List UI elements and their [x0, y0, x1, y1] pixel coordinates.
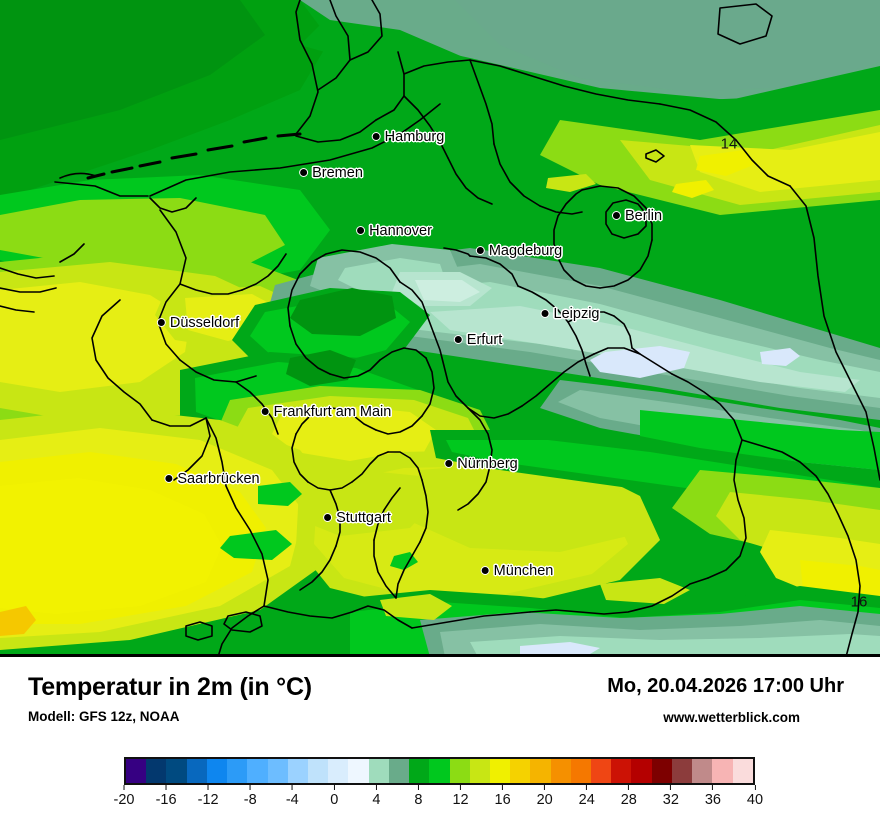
colorbar-tick: -4: [286, 785, 299, 808]
colorbar-swatch: [409, 759, 430, 783]
colorbar-swatch: [631, 759, 652, 783]
valid-datetime: Mo, 20.04.2026 17:00 Uhr: [607, 675, 844, 697]
colorbar-legend: -20 -16 -12 -8 -4 0 4 8 12 16 20 24 28 32 36 40: [0, 752, 880, 822]
tick-label: 8: [414, 792, 423, 808]
tick-label: -16: [155, 792, 177, 808]
tick-label: 28: [620, 792, 637, 808]
page-title: Temperatur in 2m (in °C): [28, 673, 312, 701]
tick-mark: [291, 785, 293, 790]
colorbar-swatch: [388, 759, 410, 783]
colorbar-swatch: [227, 759, 248, 783]
site-url: www.wetterblick.com: [663, 710, 800, 725]
colorbar-swatch: [449, 759, 470, 783]
colorbar-tick: -12: [198, 785, 219, 808]
colorbar-tick: 36: [705, 785, 721, 808]
colorbar-tick: 0: [330, 785, 338, 808]
colorbar-tick: 40: [747, 785, 763, 808]
colorbar-tick: -16: [156, 785, 177, 808]
caption-bar: Temperatur in 2m (in °C) Modell: GFS 12z…: [0, 657, 880, 747]
colorbar-swatch: [429, 759, 450, 783]
tick-mark: [417, 785, 419, 790]
colorbar-tick: 32: [663, 785, 679, 808]
tick-label: 16: [494, 792, 511, 808]
tick-mark: [754, 785, 756, 790]
model-info: Modell: GFS 12z, NOAA: [28, 709, 180, 724]
colorbar-ticks: -20 -16 -12 -8 -4 0 4 8 12 16 20 24 28 32 36 40: [114, 785, 763, 815]
tick-mark: [375, 785, 377, 790]
colorbar-swatch: [530, 759, 551, 783]
colorbar-tick: 24: [579, 785, 595, 808]
colorbar-swatch: [550, 759, 571, 783]
tick-label: -4: [285, 792, 299, 808]
colorbar-tick: 8: [414, 785, 422, 808]
colorbar-swatch: [611, 759, 632, 783]
tick-mark: [502, 785, 504, 790]
tick-mark: [207, 785, 209, 790]
colorbar-swatch: [570, 759, 592, 783]
colorbar-tick: 28: [621, 785, 637, 808]
colorbar-swatch: [469, 759, 490, 783]
tick-mark: [460, 785, 462, 790]
tick-label: -8: [243, 792, 257, 808]
tick-mark: [165, 785, 167, 790]
tick-mark: [544, 785, 546, 790]
colorbar-swatch: [712, 759, 733, 783]
colorbar-swatch: [732, 759, 753, 783]
colorbar-swatch: [671, 759, 693, 783]
tick-label: 40: [746, 792, 764, 808]
colorbar-swatch: [651, 759, 672, 783]
tick-label: -12: [197, 792, 219, 808]
colorbar-swatch: [126, 759, 147, 783]
colorbar-swatch: [247, 759, 268, 783]
colorbar-swatch: [368, 759, 389, 783]
colorbar-tick: 12: [452, 785, 469, 808]
tick-mark: [712, 785, 714, 790]
colorbar-swatch: [307, 759, 329, 783]
tick-label: 12: [452, 792, 469, 808]
tick-label: -20: [113, 792, 135, 808]
colorbar-swatches: [124, 757, 755, 785]
colorbar-tick: 4: [372, 785, 380, 808]
colorbar-tick: 16: [495, 785, 511, 808]
tick-label: 32: [662, 792, 679, 808]
colorbar-tick: 20: [537, 785, 553, 808]
colorbar-tick: -20: [113, 785, 135, 808]
colorbar-swatch: [287, 759, 308, 783]
tick-label: 4: [372, 792, 381, 808]
colorbar-swatch: [348, 759, 369, 783]
colorbar-swatch: [510, 759, 531, 783]
colorbar-swatch: [206, 759, 228, 783]
map-field-svg: [0, 0, 880, 657]
tick-label: 20: [536, 792, 553, 808]
temperature-map[interactable]: [0, 0, 880, 657]
colorbar-swatch: [267, 759, 288, 783]
tick-mark: [670, 785, 672, 790]
tick-mark: [628, 785, 630, 790]
tick-mark: [333, 785, 335, 790]
tick-label: 0: [330, 792, 339, 808]
tick-label: 24: [578, 792, 595, 808]
tick-mark: [586, 785, 588, 790]
colorbar-swatch: [186, 759, 207, 783]
colorbar-swatch: [591, 759, 612, 783]
tick-label: 36: [704, 792, 721, 808]
colorbar-swatch: [146, 759, 167, 783]
colorbar-swatch: [166, 759, 187, 783]
colorbar-swatch: [489, 759, 511, 783]
colorbar-swatch: [692, 759, 713, 783]
tick-mark: [123, 785, 125, 790]
colorbar-swatch: [328, 759, 349, 783]
tick-mark: [249, 785, 251, 790]
colorbar-tick: -8: [244, 785, 257, 808]
